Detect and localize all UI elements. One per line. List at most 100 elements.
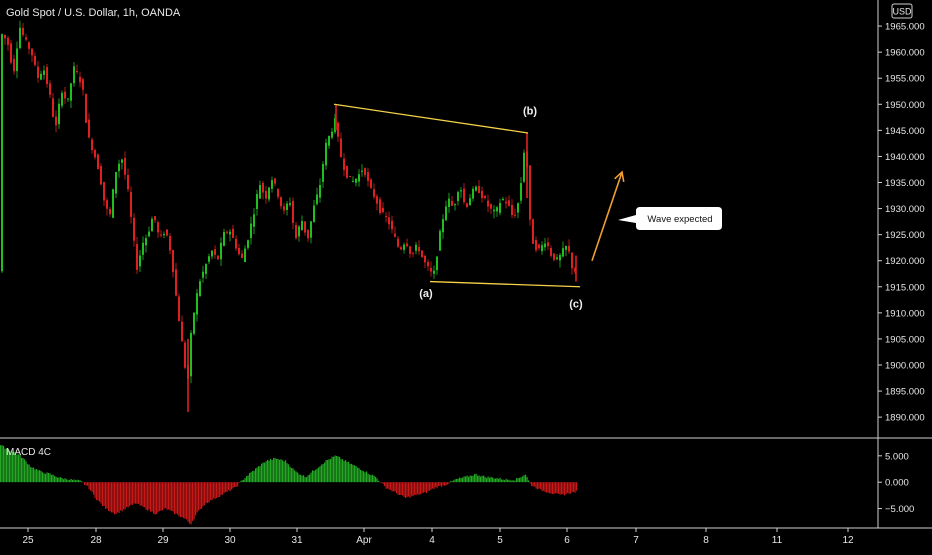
macd-histogram-bar: [174, 482, 176, 515]
macd-histogram-bar: [417, 482, 419, 495]
macd-histogram-bar: [574, 482, 576, 493]
candle-body: [496, 207, 498, 212]
candle-body: [181, 321, 183, 342]
candle-body: [13, 58, 15, 72]
macd-histogram-bar: [516, 478, 518, 483]
macd-histogram-bar: [502, 479, 504, 483]
price-axis[interactable]: 1965.000 1960.000 1955.000 1950.000 1945.000…: [878, 22, 925, 424]
macd-histogram-bar: [103, 482, 105, 506]
macd-histogram-bar: [408, 482, 410, 497]
projection-arrow-shaft: [591, 171, 623, 261]
macd-histogram-bar: [507, 479, 509, 483]
candle-body: [385, 216, 387, 218]
macd-histogram-bar: [396, 482, 398, 494]
macd-histogram-bar: [346, 461, 348, 483]
candle-body: [79, 76, 81, 83]
time-tick-label: 8: [703, 535, 709, 546]
macd-histogram-bar: [222, 482, 224, 495]
macd-histogram-bar: [124, 482, 126, 510]
time-tick-label: Apr: [356, 535, 372, 546]
candle-body: [202, 271, 204, 278]
macd-histogram-bar: [265, 461, 267, 483]
candle-body: [259, 184, 261, 199]
macd-histogram-bar: [54, 475, 56, 483]
macd-histogram-bar: [547, 482, 549, 493]
macd-histogram-bar: [535, 482, 537, 489]
macd-histogram-bar: [454, 479, 456, 483]
macd-histogram-bar: [46, 472, 48, 483]
macd-histogram-bar: [424, 482, 426, 492]
macd-histogram-bar: [496, 478, 498, 483]
macd-histogram-bar: [448, 482, 450, 484]
candle-body: [412, 252, 414, 254]
macd-histogram-bar: [429, 482, 431, 491]
macd-histogram-bar: [258, 466, 260, 483]
candle-body: [541, 245, 543, 252]
macd-histogram-bar: [121, 482, 123, 512]
macd-histogram-bar: [400, 482, 402, 496]
candle-body: [262, 182, 264, 193]
candle-body: [184, 342, 186, 368]
macd-histogram-bar: [508, 479, 510, 483]
macd-histogram-bar: [433, 482, 435, 489]
candle-body: [322, 163, 324, 182]
macd-histogram-bar: [345, 460, 347, 483]
candle-body: [295, 224, 297, 239]
price-tick-label: 1890.000: [885, 413, 925, 424]
candle-body: [337, 122, 339, 137]
candle-body: [100, 166, 102, 185]
macd-histogram-bar: [276, 458, 278, 483]
macd-histogram-bar: [33, 467, 35, 483]
macd-histogram-bar: [27, 464, 29, 483]
candle-body: [250, 223, 252, 239]
candle-body: [310, 221, 312, 238]
macd-histogram-bar: [28, 464, 30, 483]
macd-histogram-bar: [175, 482, 177, 514]
candle-body: [163, 234, 165, 236]
macd-histogram-bar: [142, 482, 144, 508]
currency-badge[interactable]: [891, 3, 913, 19]
macd-histogram-bar: [36, 469, 38, 483]
candle-body: [343, 158, 345, 170]
candle-body: [463, 188, 465, 202]
macd-histogram-bar: [189, 482, 191, 524]
macd-histogram-bar: [277, 459, 279, 483]
macd-histogram-bar: [333, 456, 335, 483]
macd-histogram-bar: [543, 482, 545, 491]
candle-body: [550, 248, 552, 256]
macd-histogram-bar: [528, 480, 530, 483]
candle-body: [457, 192, 459, 201]
macd-histogram-bar: [87, 482, 89, 486]
candle-body: [34, 55, 36, 65]
macd-histogram-bar: [441, 482, 443, 487]
macd-histogram-bar: [486, 478, 488, 483]
time-tick-label: 12: [842, 535, 854, 546]
macd-histogram-bar: [9, 450, 11, 483]
macd-histogram-bar: [163, 482, 165, 509]
macd-histogram-bar: [523, 475, 525, 483]
macd-histogram-bar: [457, 478, 459, 483]
macd-histogram-bar: [55, 476, 57, 483]
macd-axis[interactable]: 5.000 0.000 −5.000: [878, 451, 914, 515]
macd-histogram-bar: [60, 477, 62, 483]
macd-histogram-bar: [100, 482, 102, 504]
candle-body: [394, 233, 396, 237]
macd-histogram-bar: [208, 482, 210, 503]
macd-histogram-bar: [297, 472, 299, 483]
candle-body: [103, 181, 105, 201]
time-axis[interactable]: 25 28 29 30 31 Apr 4 5 6 7 8 11 12: [22, 528, 854, 546]
time-tick-label: 4: [429, 535, 435, 546]
macd-histogram-bar: [387, 482, 389, 489]
macd-histogram-bar: [364, 472, 366, 483]
macd-histogram-bar: [492, 477, 494, 483]
macd-histogram-bar: [141, 482, 143, 506]
macd-histogram-bar: [361, 470, 363, 483]
macd-histogram-bar: [157, 482, 159, 512]
macd-histogram-bar: [13, 452, 15, 483]
candle-body: [265, 191, 267, 199]
macd-histogram-bar: [186, 482, 188, 520]
candle-body: [493, 209, 495, 212]
candle-body: [154, 216, 156, 221]
macd-histogram-bar: [162, 482, 164, 511]
